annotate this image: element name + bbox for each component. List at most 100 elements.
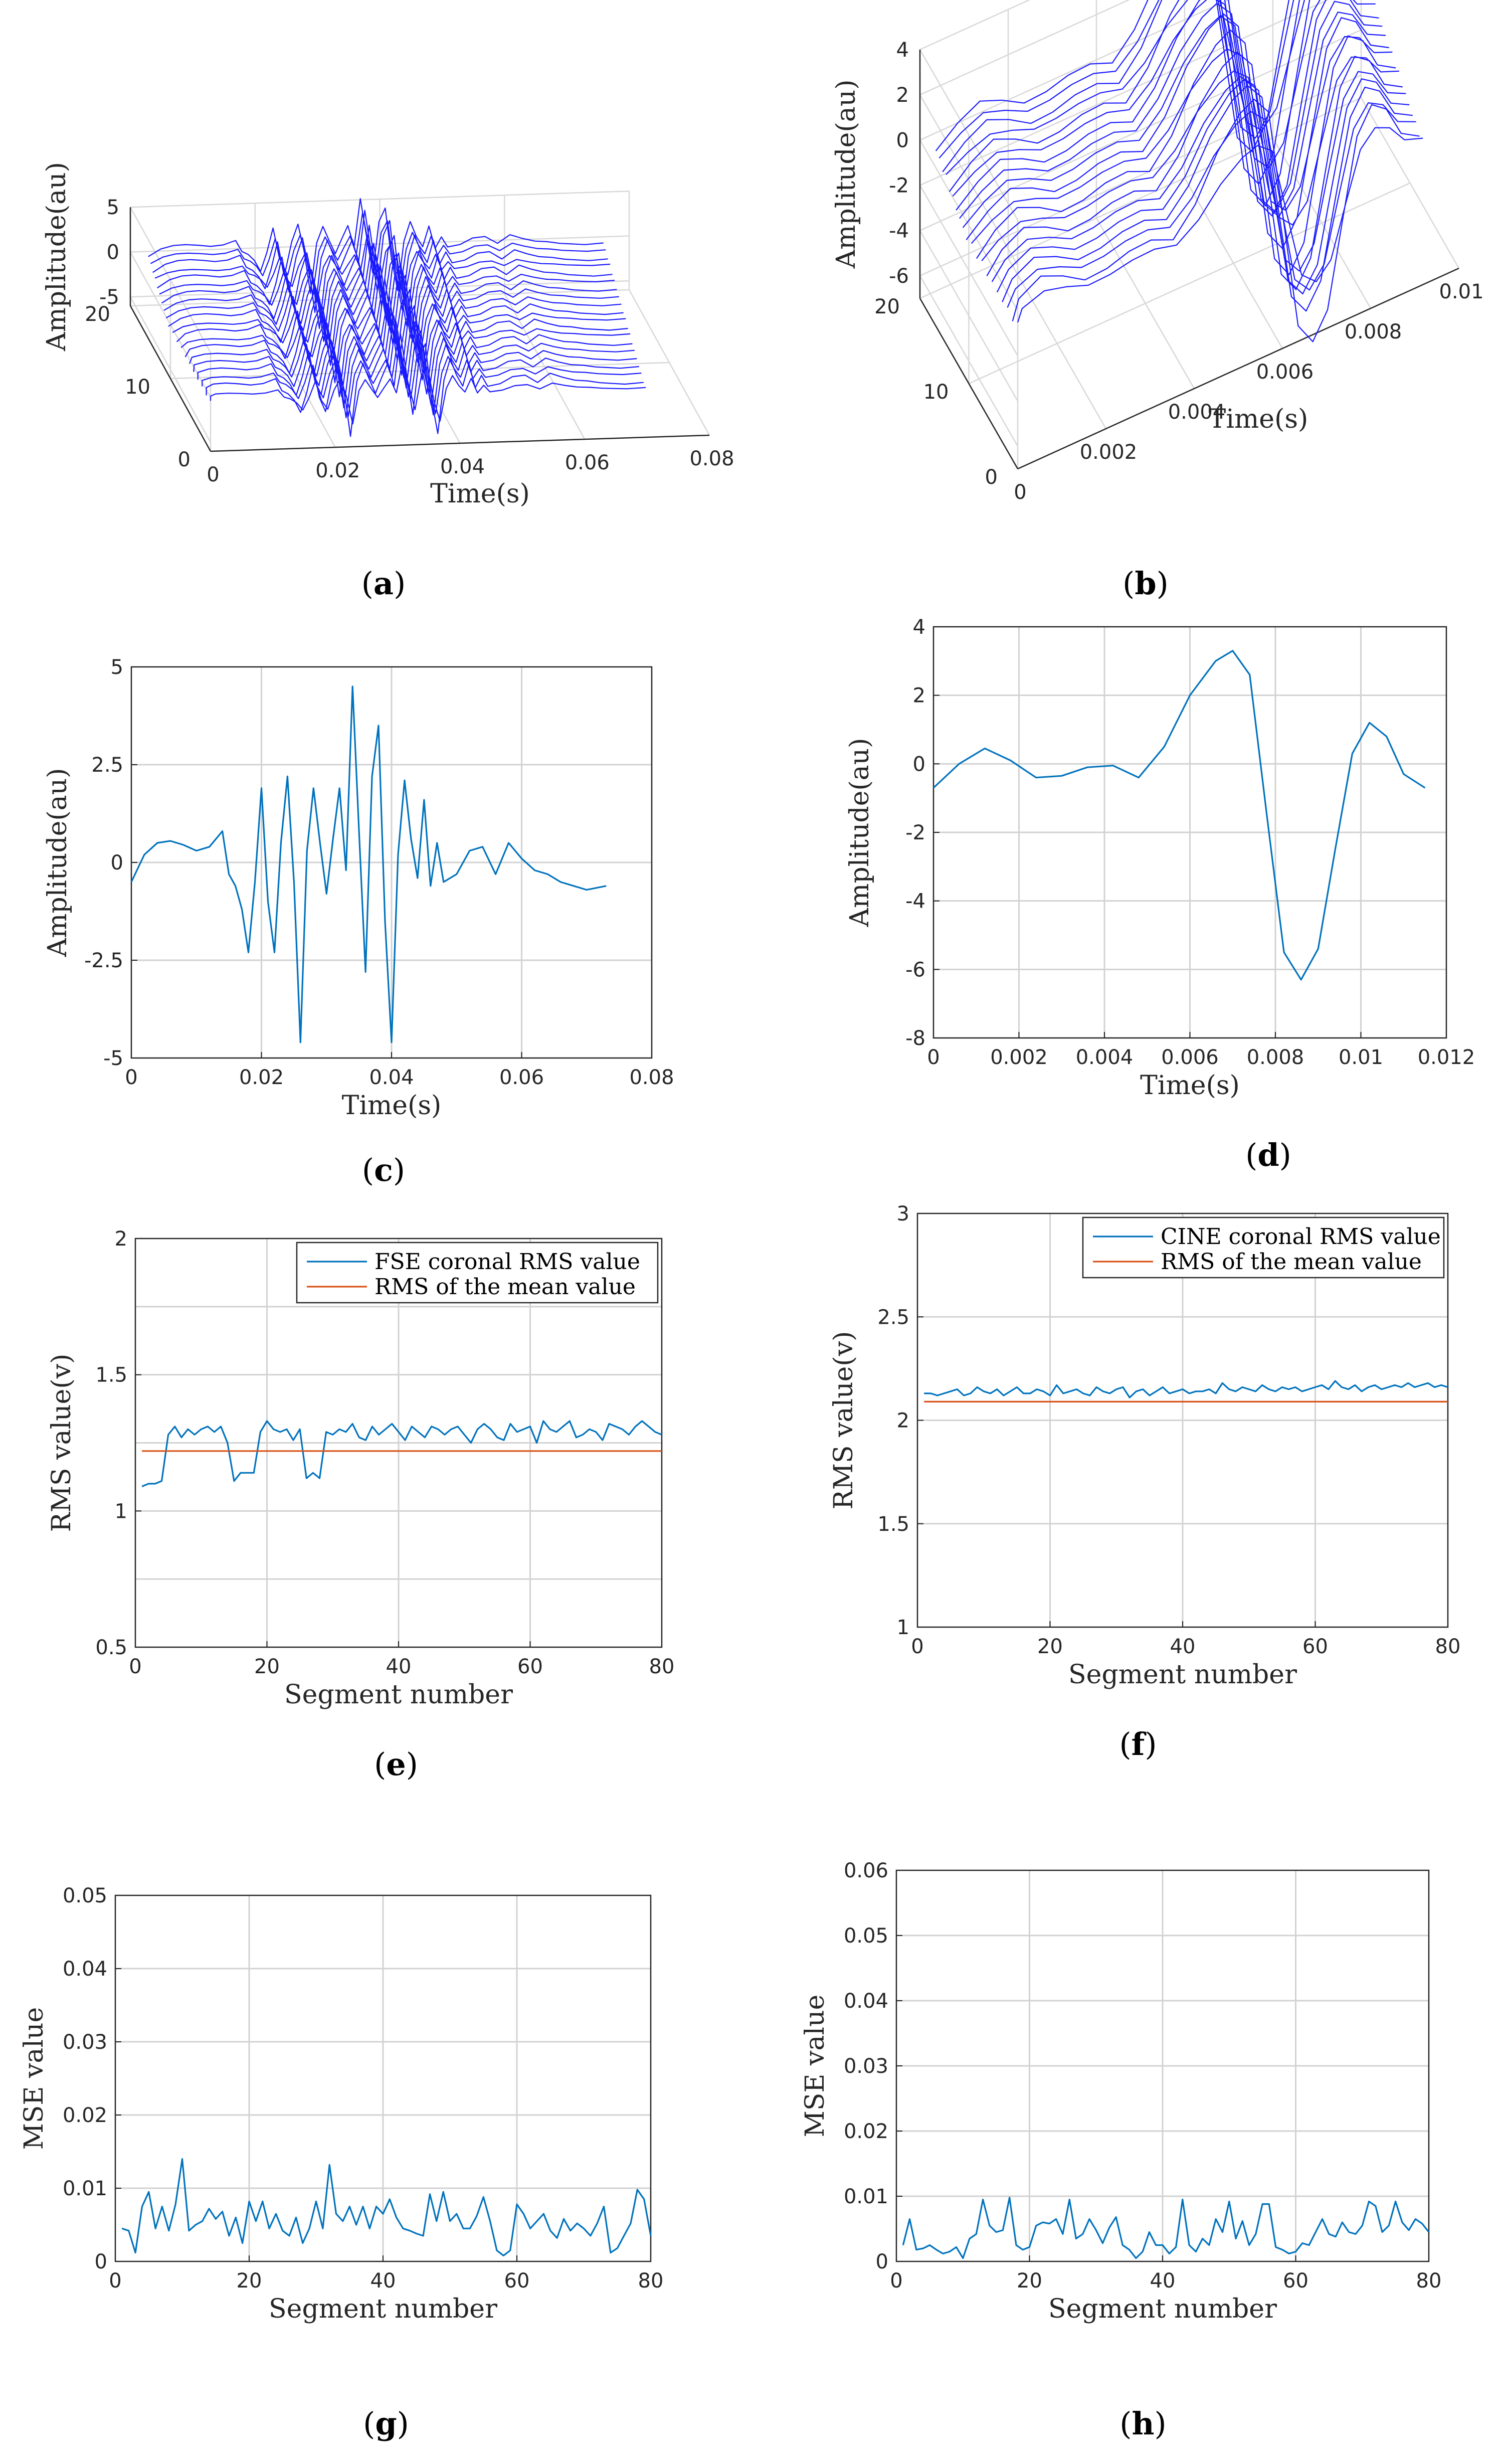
side-gridline xyxy=(919,230,1019,402)
y-axis-label: MSE value xyxy=(19,2007,49,2150)
trace-line xyxy=(966,13,1389,249)
trace-line xyxy=(168,265,624,366)
x-tick-label: 20 xyxy=(237,2269,262,2293)
trace-line xyxy=(150,212,606,295)
x-axis-label: Segment number xyxy=(1068,1660,1297,1690)
y-tick-label: 0.5 xyxy=(95,1636,127,1659)
y-tick-label: -6 xyxy=(905,958,925,981)
z-tick-label: -5 xyxy=(99,286,119,309)
trace-line xyxy=(946,0,1305,175)
x-tick-label: 0 xyxy=(927,1046,940,1069)
y-tick-label: 5 xyxy=(111,656,123,679)
trace-line xyxy=(1017,127,1423,323)
trace-line xyxy=(202,337,642,417)
z-tick-label: 0 xyxy=(896,129,909,152)
trace-line xyxy=(986,51,1403,290)
x-tick-label: 0 xyxy=(129,1655,141,1678)
x-tick-label: 20 xyxy=(1017,2269,1042,2293)
y-tick-label: 4 xyxy=(913,616,925,639)
x-tick-label: 0 xyxy=(911,1635,923,1658)
legend-entry: RMS of the mean value xyxy=(374,1274,636,1300)
depth-tick-label: 20 xyxy=(874,295,900,318)
x-tick-label: 0.04 xyxy=(369,1066,414,1089)
series-line xyxy=(130,685,607,1043)
floor-gridline xyxy=(919,97,1362,299)
trace-line xyxy=(959,1,1383,219)
x-tick-label: 0.06 xyxy=(565,451,610,474)
x-tick-label: 0.004 xyxy=(1168,401,1226,424)
trace-line xyxy=(161,243,617,342)
y-tick-label: -2 xyxy=(905,821,925,844)
y-tick-label: 2.5 xyxy=(91,754,123,777)
y-tick-label: 2 xyxy=(913,684,925,708)
legend-entry: RMS of the mean value xyxy=(1161,1249,1422,1275)
y-tick-label: 0.01 xyxy=(844,2185,888,2208)
series-line xyxy=(121,2158,652,2256)
panel-caption: (a) xyxy=(361,565,406,602)
x-tick-label: 60 xyxy=(517,1655,543,1678)
side-gridline xyxy=(919,185,1019,357)
x-tick-label: 0 xyxy=(890,2269,902,2293)
chart-f: 0 20 40 60 80 1 1.5 2 2.5 3 Segment number RMS valu… xyxy=(829,1202,1460,1763)
y-tick-label: 0.05 xyxy=(63,1884,107,1907)
chart-e: 0 20 40 60 80 0.5 1 1.5 2 Segment number RMS value… xyxy=(47,1227,674,1783)
y-tick-label: 0 xyxy=(95,2250,107,2273)
y-tick-label: -2.5 xyxy=(84,949,123,972)
trace-line xyxy=(938,0,1294,159)
panel-caption: (g) xyxy=(363,2405,409,2442)
y-tick-label: 1.5 xyxy=(95,1364,127,1387)
y-tick-label: 2 xyxy=(897,1410,909,1433)
trace-line xyxy=(1012,98,1420,342)
z-tick-label: 2 xyxy=(896,84,909,107)
series-line xyxy=(141,1420,662,1487)
legend-box xyxy=(296,1242,659,1304)
x-tick-label: 0.008 xyxy=(1345,320,1402,343)
x-tick-label: 80 xyxy=(638,2269,664,2293)
y-tick-label: 2.5 xyxy=(877,1306,909,1329)
x-tick-label: 40 xyxy=(1170,1635,1196,1658)
x-tick-label: 20 xyxy=(254,1655,280,1678)
trace-line xyxy=(154,235,611,303)
y-axis-label: Amplitude(au) xyxy=(831,79,861,269)
z-tick-label: -4 xyxy=(889,220,909,243)
chart-c: 0 0.02 0.04 0.06 0.08 -5 -2.5 0 2.5 5 Time(s) Ampli… xyxy=(43,656,674,1188)
back-gridline xyxy=(919,0,1131,96)
trace-line xyxy=(996,78,1410,295)
trace-line xyxy=(148,198,604,294)
depth-tick-label: 10 xyxy=(125,376,150,399)
y-axis-label: Amplitude(au) xyxy=(43,768,73,958)
x-tick-label: 0.08 xyxy=(629,1066,674,1089)
floor-gridline xyxy=(130,289,630,307)
back-gridline xyxy=(919,0,1329,186)
trace-line xyxy=(976,29,1396,275)
y-tick-label: 1.5 xyxy=(877,1513,909,1536)
series-line xyxy=(902,2197,1430,2259)
series-line xyxy=(924,1380,1448,1398)
x-tick-label: 80 xyxy=(1416,2269,1442,2293)
x-tick-label: 0 xyxy=(109,2269,121,2293)
y-tick-label: -5 xyxy=(103,1047,123,1070)
x-tick-label: 40 xyxy=(386,1655,412,1678)
y-axis-label: Amplitude(au) xyxy=(42,162,72,351)
depth-tick-label: 10 xyxy=(923,381,949,404)
y-tick-label: 0 xyxy=(876,2250,888,2273)
z-tick-label: 4 xyxy=(896,39,909,62)
trace-line xyxy=(163,254,619,346)
z-tick-label: -2 xyxy=(889,174,909,198)
trace-line xyxy=(952,0,1376,197)
x-tick-label: 0.002 xyxy=(1080,441,1138,464)
trace-line xyxy=(152,210,608,313)
x-tick-label: 0.008 xyxy=(1247,1046,1304,1069)
x-tick-label: 0.01 xyxy=(1439,280,1483,303)
y-tick-label: 0.04 xyxy=(844,1990,888,2013)
series-line xyxy=(932,650,1426,981)
chart-h: 0 20 40 60 80 0 0.01 0.02 0.03 0.04 0.05 0.06 Segmen… xyxy=(800,1859,1441,2442)
x-axis-label: Time(s) xyxy=(1140,1071,1240,1101)
y-tick-label: 0 xyxy=(111,851,123,874)
trace-line xyxy=(176,278,628,384)
trace-line xyxy=(159,246,615,323)
trace-line xyxy=(949,0,1310,207)
y-tick-label: 0.03 xyxy=(844,2055,888,2078)
panel-caption: (h) xyxy=(1119,2405,1166,2442)
